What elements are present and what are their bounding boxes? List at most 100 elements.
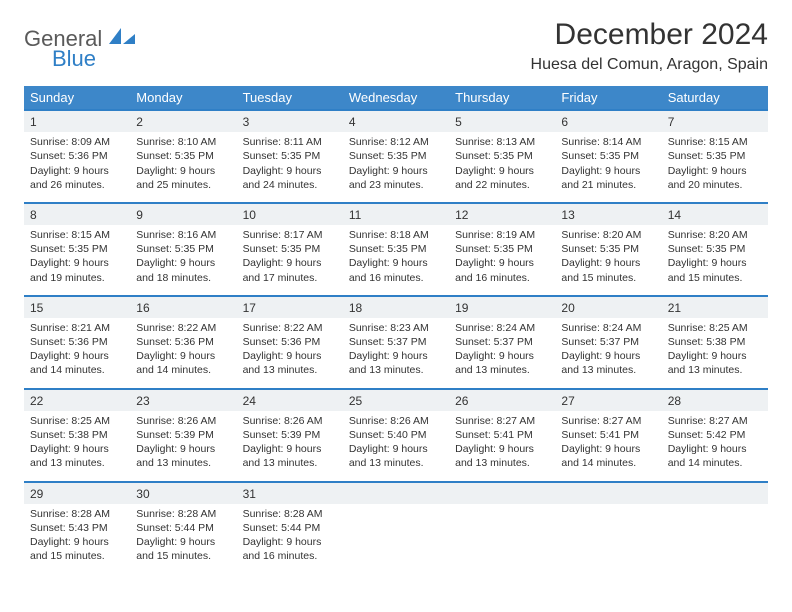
sunrise-line: Sunrise: 8:22 AM <box>243 321 337 335</box>
sunrise-line: Sunrise: 8:14 AM <box>561 135 655 149</box>
day-details: Sunrise: 8:25 AMSunset: 5:38 PMDaylight:… <box>662 318 768 388</box>
sunrise-line: Sunrise: 8:15 AM <box>668 135 762 149</box>
day-details: Sunrise: 8:15 AMSunset: 5:35 PMDaylight:… <box>662 132 768 202</box>
daylight-line-1: Daylight: 9 hours <box>349 349 443 363</box>
calendar-cell: 8Sunrise: 8:15 AMSunset: 5:35 PMDaylight… <box>24 202 130 295</box>
calendar-cell: 26Sunrise: 8:27 AMSunset: 5:41 PMDayligh… <box>449 388 555 481</box>
sunset-line: Sunset: 5:41 PM <box>561 428 655 442</box>
day-details: Sunrise: 8:12 AMSunset: 5:35 PMDaylight:… <box>343 132 449 202</box>
sunset-line: Sunset: 5:41 PM <box>455 428 549 442</box>
daylight-line-2: and 14 minutes. <box>561 456 655 470</box>
day-number: 9 <box>130 202 236 225</box>
sunrise-line: Sunrise: 8:20 AM <box>561 228 655 242</box>
day-details: Sunrise: 8:22 AMSunset: 5:36 PMDaylight:… <box>130 318 236 388</box>
logo-sail-icon <box>109 33 137 50</box>
sunrise-line: Sunrise: 8:23 AM <box>349 321 443 335</box>
day-details: Sunrise: 8:28 AMSunset: 5:44 PMDaylight:… <box>130 504 236 574</box>
day-details: Sunrise: 8:26 AMSunset: 5:40 PMDaylight:… <box>343 411 449 481</box>
daylight-line-2: and 13 minutes. <box>243 363 337 377</box>
sunset-line: Sunset: 5:35 PM <box>30 242 124 256</box>
weekday-header: Sunday <box>24 86 130 109</box>
sunset-line: Sunset: 5:35 PM <box>561 149 655 163</box>
daylight-line-2: and 13 minutes. <box>349 456 443 470</box>
sunset-line: Sunset: 5:42 PM <box>668 428 762 442</box>
calendar-cell: 10Sunrise: 8:17 AMSunset: 5:35 PMDayligh… <box>237 202 343 295</box>
day-details: Sunrise: 8:27 AMSunset: 5:41 PMDaylight:… <box>555 411 661 481</box>
day-details: Sunrise: 8:19 AMSunset: 5:35 PMDaylight:… <box>449 225 555 295</box>
day-details: Sunrise: 8:16 AMSunset: 5:35 PMDaylight:… <box>130 225 236 295</box>
logo: General Blue <box>24 18 137 72</box>
day-details: Sunrise: 8:24 AMSunset: 5:37 PMDaylight:… <box>555 318 661 388</box>
daylight-line-1: Daylight: 9 hours <box>243 349 337 363</box>
daylight-line-1: Daylight: 9 hours <box>136 442 230 456</box>
daylight-line-1: Daylight: 9 hours <box>30 164 124 178</box>
daylight-line-1: Daylight: 9 hours <box>561 256 655 270</box>
sunrise-line: Sunrise: 8:21 AM <box>30 321 124 335</box>
day-number: 27 <box>555 388 661 411</box>
daylight-line-1: Daylight: 9 hours <box>455 164 549 178</box>
day-details: Sunrise: 8:26 AMSunset: 5:39 PMDaylight:… <box>237 411 343 481</box>
daylight-line-1: Daylight: 9 hours <box>668 164 762 178</box>
day-number: 21 <box>662 295 768 318</box>
sunset-line: Sunset: 5:44 PM <box>243 521 337 535</box>
day-number: 10 <box>237 202 343 225</box>
weekday-header-row: Sunday Monday Tuesday Wednesday Thursday… <box>24 86 768 109</box>
day-number: 19 <box>449 295 555 318</box>
calendar-cell: 13Sunrise: 8:20 AMSunset: 5:35 PMDayligh… <box>555 202 661 295</box>
daylight-line-2: and 23 minutes. <box>349 178 443 192</box>
sunrise-line: Sunrise: 8:22 AM <box>136 321 230 335</box>
calendar-cell: 18Sunrise: 8:23 AMSunset: 5:37 PMDayligh… <box>343 295 449 388</box>
calendar-cell <box>449 481 555 574</box>
sunset-line: Sunset: 5:36 PM <box>30 335 124 349</box>
day-details: Sunrise: 8:14 AMSunset: 5:35 PMDaylight:… <box>555 132 661 202</box>
day-number: 6 <box>555 109 661 132</box>
calendar-cell: 23Sunrise: 8:26 AMSunset: 5:39 PMDayligh… <box>130 388 236 481</box>
daylight-line-1: Daylight: 9 hours <box>30 349 124 363</box>
weekday-header: Thursday <box>449 86 555 109</box>
day-number: 23 <box>130 388 236 411</box>
day-details: Sunrise: 8:28 AMSunset: 5:44 PMDaylight:… <box>237 504 343 574</box>
day-number: 7 <box>662 109 768 132</box>
day-number: 22 <box>24 388 130 411</box>
daylight-line-1: Daylight: 9 hours <box>349 256 443 270</box>
weekday-header: Friday <box>555 86 661 109</box>
sunrise-line: Sunrise: 8:15 AM <box>30 228 124 242</box>
calendar-cell: 3Sunrise: 8:11 AMSunset: 5:35 PMDaylight… <box>237 109 343 202</box>
calendar-cell: 25Sunrise: 8:26 AMSunset: 5:40 PMDayligh… <box>343 388 449 481</box>
daylight-line-2: and 16 minutes. <box>349 271 443 285</box>
sunset-line: Sunset: 5:35 PM <box>243 242 337 256</box>
calendar-cell: 17Sunrise: 8:22 AMSunset: 5:36 PMDayligh… <box>237 295 343 388</box>
day-number: 24 <box>237 388 343 411</box>
day-details: Sunrise: 8:20 AMSunset: 5:35 PMDaylight:… <box>555 225 661 295</box>
sunset-line: Sunset: 5:35 PM <box>243 149 337 163</box>
daylight-line-2: and 13 minutes. <box>561 363 655 377</box>
daylight-line-2: and 14 minutes. <box>136 363 230 377</box>
sunset-line: Sunset: 5:44 PM <box>136 521 230 535</box>
daylight-line-1: Daylight: 9 hours <box>455 349 549 363</box>
day-details: Sunrise: 8:28 AMSunset: 5:43 PMDaylight:… <box>24 504 130 574</box>
day-number: 25 <box>343 388 449 411</box>
calendar-cell <box>662 481 768 574</box>
day-details: Sunrise: 8:11 AMSunset: 5:35 PMDaylight:… <box>237 132 343 202</box>
calendar-cell: 2Sunrise: 8:10 AMSunset: 5:35 PMDaylight… <box>130 109 236 202</box>
calendar-cell: 29Sunrise: 8:28 AMSunset: 5:43 PMDayligh… <box>24 481 130 574</box>
daylight-line-2: and 14 minutes. <box>30 363 124 377</box>
calendar-cell: 27Sunrise: 8:27 AMSunset: 5:41 PMDayligh… <box>555 388 661 481</box>
daylight-line-1: Daylight: 9 hours <box>136 349 230 363</box>
daylight-line-1: Daylight: 9 hours <box>561 164 655 178</box>
daylight-line-2: and 17 minutes. <box>243 271 337 285</box>
sunrise-line: Sunrise: 8:19 AM <box>455 228 549 242</box>
day-number: 18 <box>343 295 449 318</box>
daylight-line-1: Daylight: 9 hours <box>668 442 762 456</box>
calendar-cell: 1Sunrise: 8:09 AMSunset: 5:36 PMDaylight… <box>24 109 130 202</box>
day-details: Sunrise: 8:13 AMSunset: 5:35 PMDaylight:… <box>449 132 555 202</box>
daylight-line-2: and 13 minutes. <box>136 456 230 470</box>
daylight-line-2: and 18 minutes. <box>136 271 230 285</box>
sunrise-line: Sunrise: 8:28 AM <box>30 507 124 521</box>
empty-day <box>343 481 449 504</box>
day-number: 15 <box>24 295 130 318</box>
sunrise-line: Sunrise: 8:10 AM <box>136 135 230 149</box>
sunset-line: Sunset: 5:35 PM <box>668 242 762 256</box>
sunset-line: Sunset: 5:38 PM <box>668 335 762 349</box>
sunrise-line: Sunrise: 8:25 AM <box>30 414 124 428</box>
